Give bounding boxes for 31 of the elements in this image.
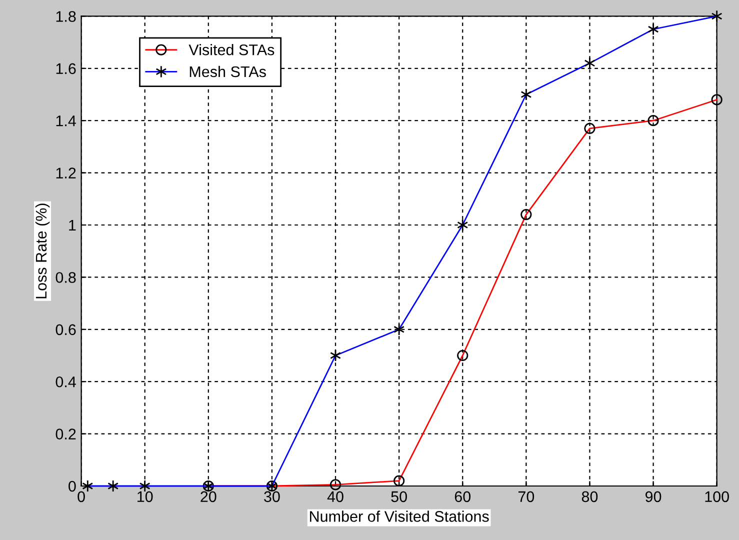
y-tick-label: 1.2 (56, 168, 76, 178)
x-tick-label: 90 (645, 491, 662, 502)
y-tick-label: 1 (69, 220, 76, 231)
point (457, 218, 468, 232)
x-tick-label: 100 (705, 491, 729, 502)
y-tick-label: 1.4 (56, 116, 76, 126)
point (394, 323, 405, 336)
x-tick-label: 40 (327, 491, 344, 502)
point (711, 10, 722, 22)
x-tick-label: 80 (582, 491, 598, 502)
x-tick-label: 70 (518, 491, 534, 502)
y-tick-label: 0.8 (56, 272, 76, 283)
x-axis-title: Number of Visited Stations (310, 510, 489, 522)
x-tick-label: 60 (454, 491, 471, 502)
y-tick-label: 0.4 (56, 376, 76, 388)
y-tick-label: 1.6 (56, 63, 76, 74)
x-tick-label: 20 (200, 491, 216, 502)
y-tick-label: 0.6 (56, 324, 76, 336)
y-tick-label: 0.2 (56, 428, 76, 440)
legend-label: Visited STAs (188, 44, 274, 56)
x-tick-label: 0 (78, 491, 85, 502)
legend-label: Mesh STAs (190, 66, 266, 78)
point (648, 23, 659, 36)
x-tick-label: 10 (138, 491, 153, 502)
y-axis-title: Loss Rate (%) (35, 204, 50, 298)
x-tick-label: 50 (391, 491, 407, 502)
y-tick-label: 1.8 (56, 11, 76, 22)
x-tick-label: 30 (264, 491, 280, 502)
point (520, 88, 532, 101)
y-tick-label: 0 (68, 480, 76, 492)
point (584, 56, 596, 70)
